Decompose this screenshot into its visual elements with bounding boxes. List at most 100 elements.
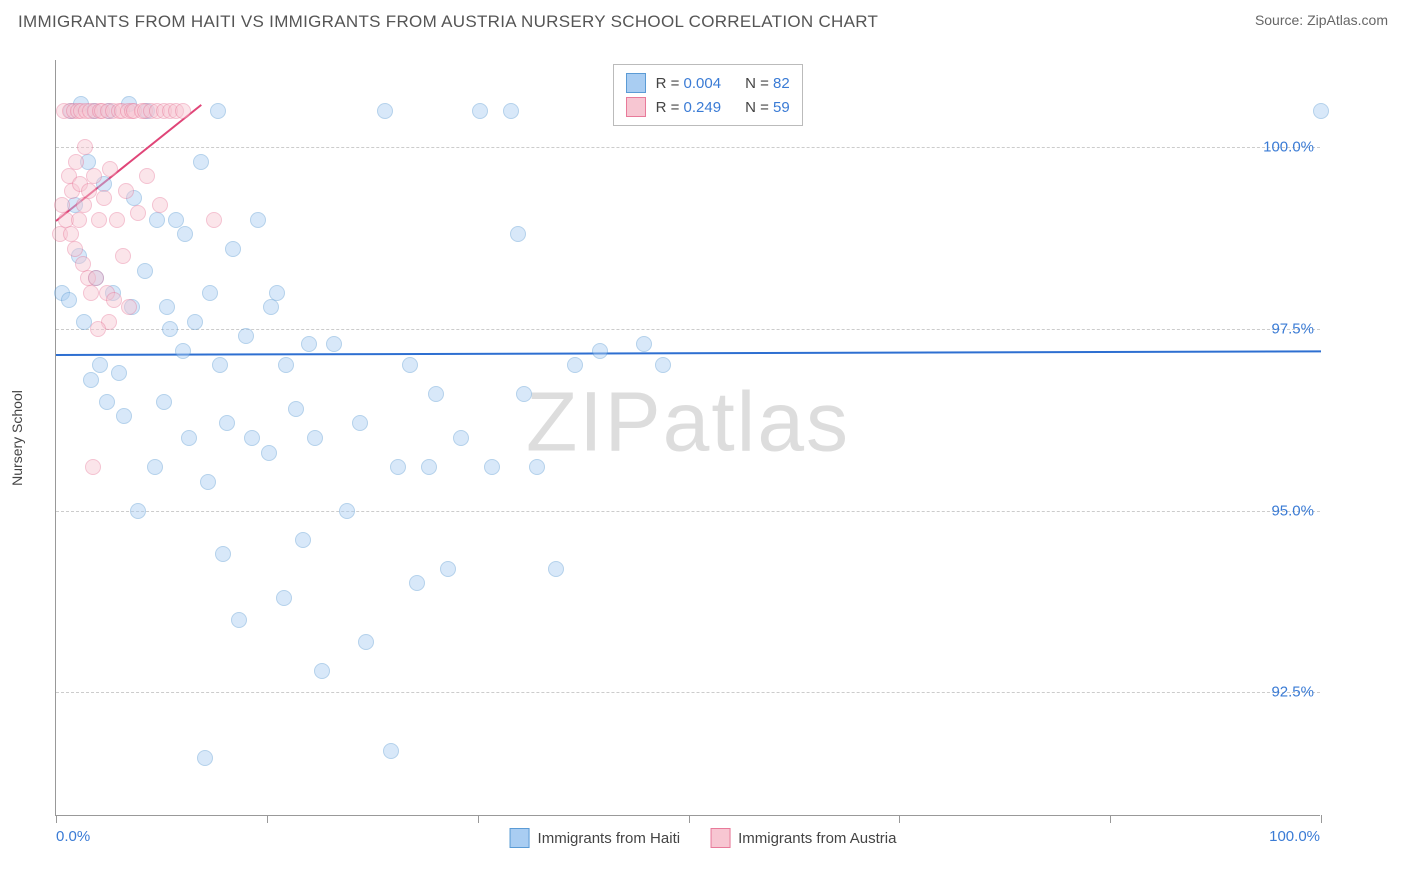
scatter-point [77, 139, 93, 155]
scatter-point [484, 459, 500, 475]
scatter-point [383, 743, 399, 759]
legend-stats-row: R = 0.004N = 82 [626, 71, 790, 95]
scatter-point [63, 226, 79, 242]
scatter-point [592, 343, 608, 359]
scatter-point [567, 357, 583, 373]
scatter-point [202, 285, 218, 301]
legend-label: Immigrants from Haiti [538, 830, 681, 847]
scatter-point [121, 299, 137, 315]
scatter-point [200, 474, 216, 490]
scatter-point [118, 183, 134, 199]
scatter-point [137, 263, 153, 279]
gridline-h [56, 147, 1320, 148]
scatter-point [88, 270, 104, 286]
ytick-label: 97.5% [1271, 320, 1314, 337]
scatter-point [85, 459, 101, 475]
scatter-point [71, 212, 87, 228]
scatter-point [231, 612, 247, 628]
scatter-point [76, 197, 92, 213]
scatter-point [156, 394, 172, 410]
legend-swatch [626, 97, 646, 117]
scatter-point [244, 430, 260, 446]
xtick [1110, 815, 1111, 823]
scatter-point [102, 161, 118, 177]
scatter-point [219, 415, 235, 431]
scatter-point [215, 546, 231, 562]
scatter-point [301, 336, 317, 352]
scatter-point [307, 430, 323, 446]
legend-item: Immigrants from Haiti [510, 828, 681, 848]
scatter-point [516, 386, 532, 402]
xtick [267, 815, 268, 823]
scatter-point [111, 365, 127, 381]
scatter-point [352, 415, 368, 431]
scatter-point [83, 285, 99, 301]
ytick-label: 100.0% [1263, 139, 1314, 156]
legend-stats-row: R = 0.249 N = 59 [626, 95, 790, 119]
scatter-point [149, 212, 165, 228]
scatter-point [197, 750, 213, 766]
scatter-point [193, 154, 209, 170]
scatter-point [440, 561, 456, 577]
scatter-point [91, 212, 107, 228]
scatter-point [96, 190, 112, 206]
scatter-point [81, 183, 97, 199]
scatter-point [295, 532, 311, 548]
scatter-point [206, 212, 222, 228]
scatter-point [115, 248, 131, 264]
scatter-point [175, 103, 191, 119]
gridline-h [56, 511, 1320, 512]
scatter-point [175, 343, 191, 359]
legend-n: N = 59 [745, 99, 790, 116]
legend-swatch [510, 828, 530, 848]
xtick [1321, 815, 1322, 823]
gridline-h [56, 692, 1320, 693]
scatter-point [314, 663, 330, 679]
scatter-point [261, 445, 277, 461]
scatter-point [92, 357, 108, 373]
scatter-point [548, 561, 564, 577]
scatter-point [1313, 103, 1329, 119]
scatter-point [168, 212, 184, 228]
scatter-point [162, 321, 178, 337]
scatter-point [116, 408, 132, 424]
source-label: Source: ZipAtlas.com [1255, 12, 1388, 28]
trendline [56, 351, 1321, 357]
legend-stats: R = 0.004N = 82 R = 0.249 N = 59 [613, 64, 803, 126]
scatter-point [106, 292, 122, 308]
xtick [56, 815, 57, 823]
scatter-point [68, 154, 84, 170]
scatter-point [250, 212, 266, 228]
scatter-point [409, 575, 425, 591]
scatter-point [428, 386, 444, 402]
xtick-label-left: 0.0% [56, 828, 90, 845]
ytick-label: 92.5% [1271, 684, 1314, 701]
scatter-point [61, 292, 77, 308]
ytick-label: 95.0% [1271, 502, 1314, 519]
scatter-point [655, 357, 671, 373]
scatter-point [402, 357, 418, 373]
legend-r: R = 0.249 [656, 99, 721, 116]
xtick [478, 815, 479, 823]
scatter-point [212, 357, 228, 373]
xtick [899, 815, 900, 823]
scatter-point [390, 459, 406, 475]
scatter-point [472, 103, 488, 119]
scatter-point [139, 168, 155, 184]
scatter-point [339, 503, 355, 519]
scatter-point [377, 103, 393, 119]
scatter-point [109, 212, 125, 228]
scatter-point [278, 357, 294, 373]
legend-bottom: Immigrants from Haiti Immigrants from Aus… [510, 828, 897, 848]
scatter-point [130, 503, 146, 519]
scatter-point [152, 197, 168, 213]
scatter-point [238, 328, 254, 344]
scatter-point [636, 336, 652, 352]
scatter-point [86, 168, 102, 184]
legend-item: Immigrants from Austria [710, 828, 896, 848]
y-axis-label: Nursery School [9, 390, 25, 486]
plot-container: ZIPatlas 92.5%95.0%97.5%100.0%0.0%100.0%… [55, 60, 1385, 816]
xtick [689, 815, 690, 823]
scatter-point [90, 321, 106, 337]
plot-area: ZIPatlas 92.5%95.0%97.5%100.0%0.0%100.0%… [55, 60, 1320, 816]
